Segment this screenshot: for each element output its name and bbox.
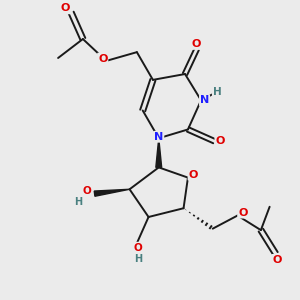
Text: O: O	[82, 186, 91, 196]
Text: H: H	[74, 197, 83, 207]
Text: N: N	[154, 132, 164, 142]
Text: H: H	[213, 86, 221, 97]
Text: O: O	[272, 255, 282, 265]
Text: H: H	[134, 254, 142, 264]
Text: O: O	[188, 170, 198, 180]
Text: O: O	[60, 3, 70, 14]
Text: O: O	[238, 208, 248, 218]
Text: O: O	[134, 243, 143, 253]
Polygon shape	[94, 189, 130, 196]
Text: O: O	[192, 39, 201, 49]
Polygon shape	[156, 138, 162, 167]
Text: N: N	[200, 95, 209, 105]
Text: O: O	[98, 54, 107, 64]
Text: O: O	[215, 136, 225, 146]
